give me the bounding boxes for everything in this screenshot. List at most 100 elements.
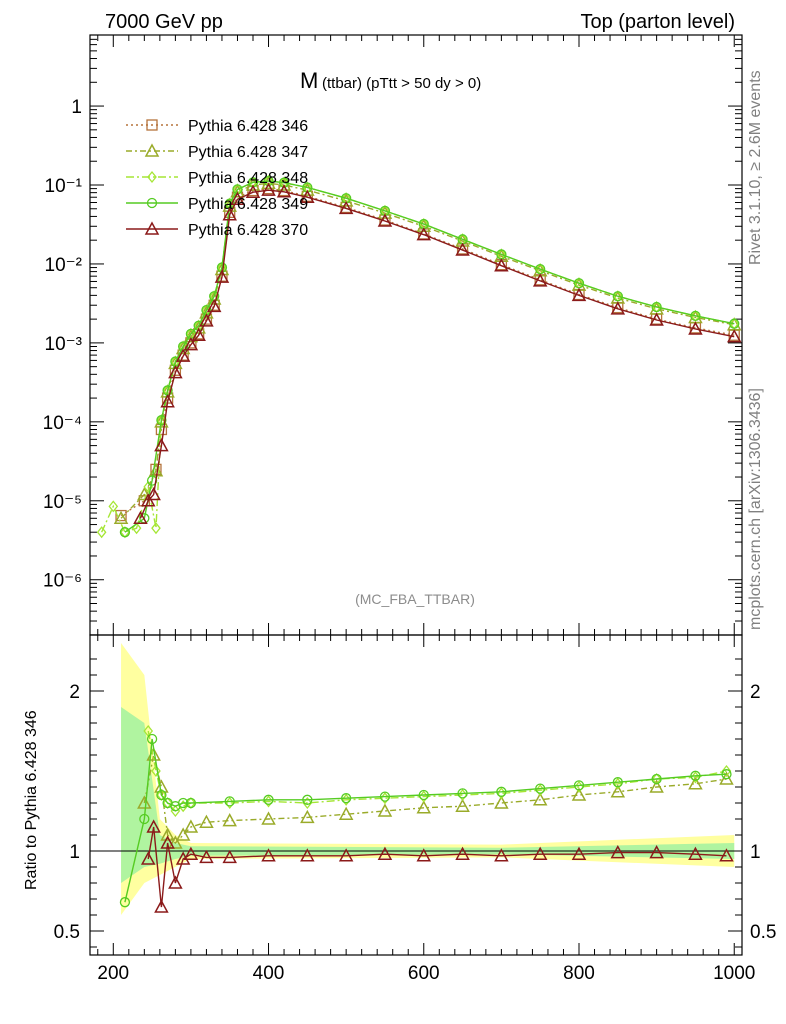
y-tick-label: 10⁻² — [45, 255, 83, 276]
y-tick-label-right: 1 — [750, 842, 761, 863]
ratio-point — [571, 846, 587, 860]
data-point — [108, 500, 119, 513]
ratio-point — [146, 819, 161, 833]
ratio-point — [377, 846, 393, 860]
data-point — [151, 522, 161, 535]
data-point — [160, 394, 175, 408]
ratio-line — [147, 826, 727, 908]
legend-label: Pythia 6.428 347 — [188, 144, 308, 161]
ratio-point — [532, 792, 548, 806]
ratio-point — [418, 789, 429, 801]
ratio-point — [573, 780, 585, 791]
ratio-point — [160, 835, 175, 849]
data-point — [199, 313, 214, 327]
ratio-point — [494, 848, 509, 862]
ratio-point — [139, 813, 150, 825]
ratio-series-3 — [143, 724, 732, 818]
ratio-panel: 200 400 600 800 1000 0.5 0.5 1 1 2 2 — [54, 634, 776, 984]
ratio-point — [496, 786, 507, 797]
ratio-point — [535, 783, 546, 794]
data-point — [133, 510, 148, 525]
ratio-point — [688, 776, 703, 790]
data-point — [416, 227, 432, 241]
y-tick-label: 0.5 — [54, 922, 80, 943]
data-point — [610, 301, 626, 315]
data-point — [175, 348, 191, 362]
ratio-point — [140, 851, 156, 865]
legend-marker — [146, 119, 158, 131]
x-tick-label: 1000 — [713, 963, 755, 984]
ratio-point — [455, 846, 470, 860]
ratio-point — [261, 848, 276, 862]
ratio-point — [146, 733, 158, 745]
ratio-point — [183, 819, 199, 833]
ratio-point — [302, 794, 313, 805]
data-point — [649, 312, 664, 326]
ratio-line — [124, 738, 727, 903]
data-point — [612, 291, 623, 302]
legend-marker — [144, 143, 160, 157]
ratio-point — [494, 795, 509, 809]
ratio-band-inner — [121, 707, 735, 883]
ratio-point — [302, 796, 313, 810]
y-tick-label: 10⁻⁵ — [43, 492, 82, 513]
legend-label: Pythia 6.428 346 — [188, 118, 308, 135]
ratio-point — [338, 848, 354, 862]
ratio-point — [340, 793, 352, 804]
ratio-series-4 — [119, 733, 732, 908]
legend-marker — [144, 221, 160, 235]
ratio-point — [154, 899, 169, 913]
data-point — [119, 527, 131, 538]
data-point — [230, 191, 245, 205]
ratio-point — [168, 875, 183, 889]
ratio-series-2 — [137, 747, 734, 849]
ratio-point — [721, 769, 732, 780]
data-point — [115, 509, 127, 522]
ratio-point — [222, 849, 237, 864]
rivet-label: Rivet 3.1.10, ≥ 2.6M events — [747, 70, 764, 265]
ratio-point — [377, 803, 393, 817]
ratio-point — [199, 814, 214, 828]
data-point — [726, 329, 742, 343]
y-tick-label: 1 — [69, 842, 80, 863]
ratio-axis-label: Ratio to Pythia 6.428 346 — [23, 710, 40, 890]
ratio-point — [690, 770, 701, 781]
ratio-point — [649, 845, 664, 859]
legend: Pythia 6.428 346 Pythia 6.428 347 Pythia 6… — [126, 118, 308, 239]
ratio-point — [721, 764, 732, 778]
data-point — [573, 278, 585, 289]
data-point — [222, 207, 237, 221]
ratio-point — [719, 848, 734, 862]
ratio-point — [571, 787, 587, 801]
data-point — [688, 321, 703, 335]
ratio-point — [719, 771, 734, 785]
mcplots-label: mcplots.cern.ch [arXiv:1306.3436] — [747, 388, 764, 630]
x-tick-label: 800 — [563, 963, 595, 984]
y-tick-label: 2 — [69, 682, 80, 703]
ratio-point — [379, 791, 391, 802]
y-tick-label: 10⁻¹ — [45, 176, 83, 197]
data-point — [651, 301, 662, 313]
data-point — [729, 318, 740, 329]
y-tick-label: 10⁻⁴ — [43, 413, 82, 434]
header-left: 7000 GeV pp — [105, 11, 223, 33]
legend-label: Pythia 6.428 349 — [188, 196, 308, 213]
ratio-point — [222, 813, 237, 827]
data-point — [156, 415, 167, 426]
ratio-point — [224, 796, 235, 807]
data-point — [168, 365, 183, 379]
ratio-point — [151, 764, 161, 778]
ratio-point — [185, 797, 197, 809]
ratio-band-outer — [121, 643, 735, 915]
main-panel: 1 10⁻¹ 10⁻² 10⁻³ 10⁻⁴ 10⁻⁵ 10⁻⁶ — [43, 34, 743, 636]
data-point — [191, 327, 206, 341]
ratio-point — [612, 777, 623, 788]
y-tick-label-right: 2 — [750, 682, 761, 703]
ratio-point — [338, 806, 354, 820]
data-point — [494, 258, 509, 272]
data-point — [140, 493, 156, 507]
data-point — [532, 273, 548, 287]
header-right: Top (parton level) — [580, 11, 735, 33]
ratio-line — [147, 730, 727, 812]
